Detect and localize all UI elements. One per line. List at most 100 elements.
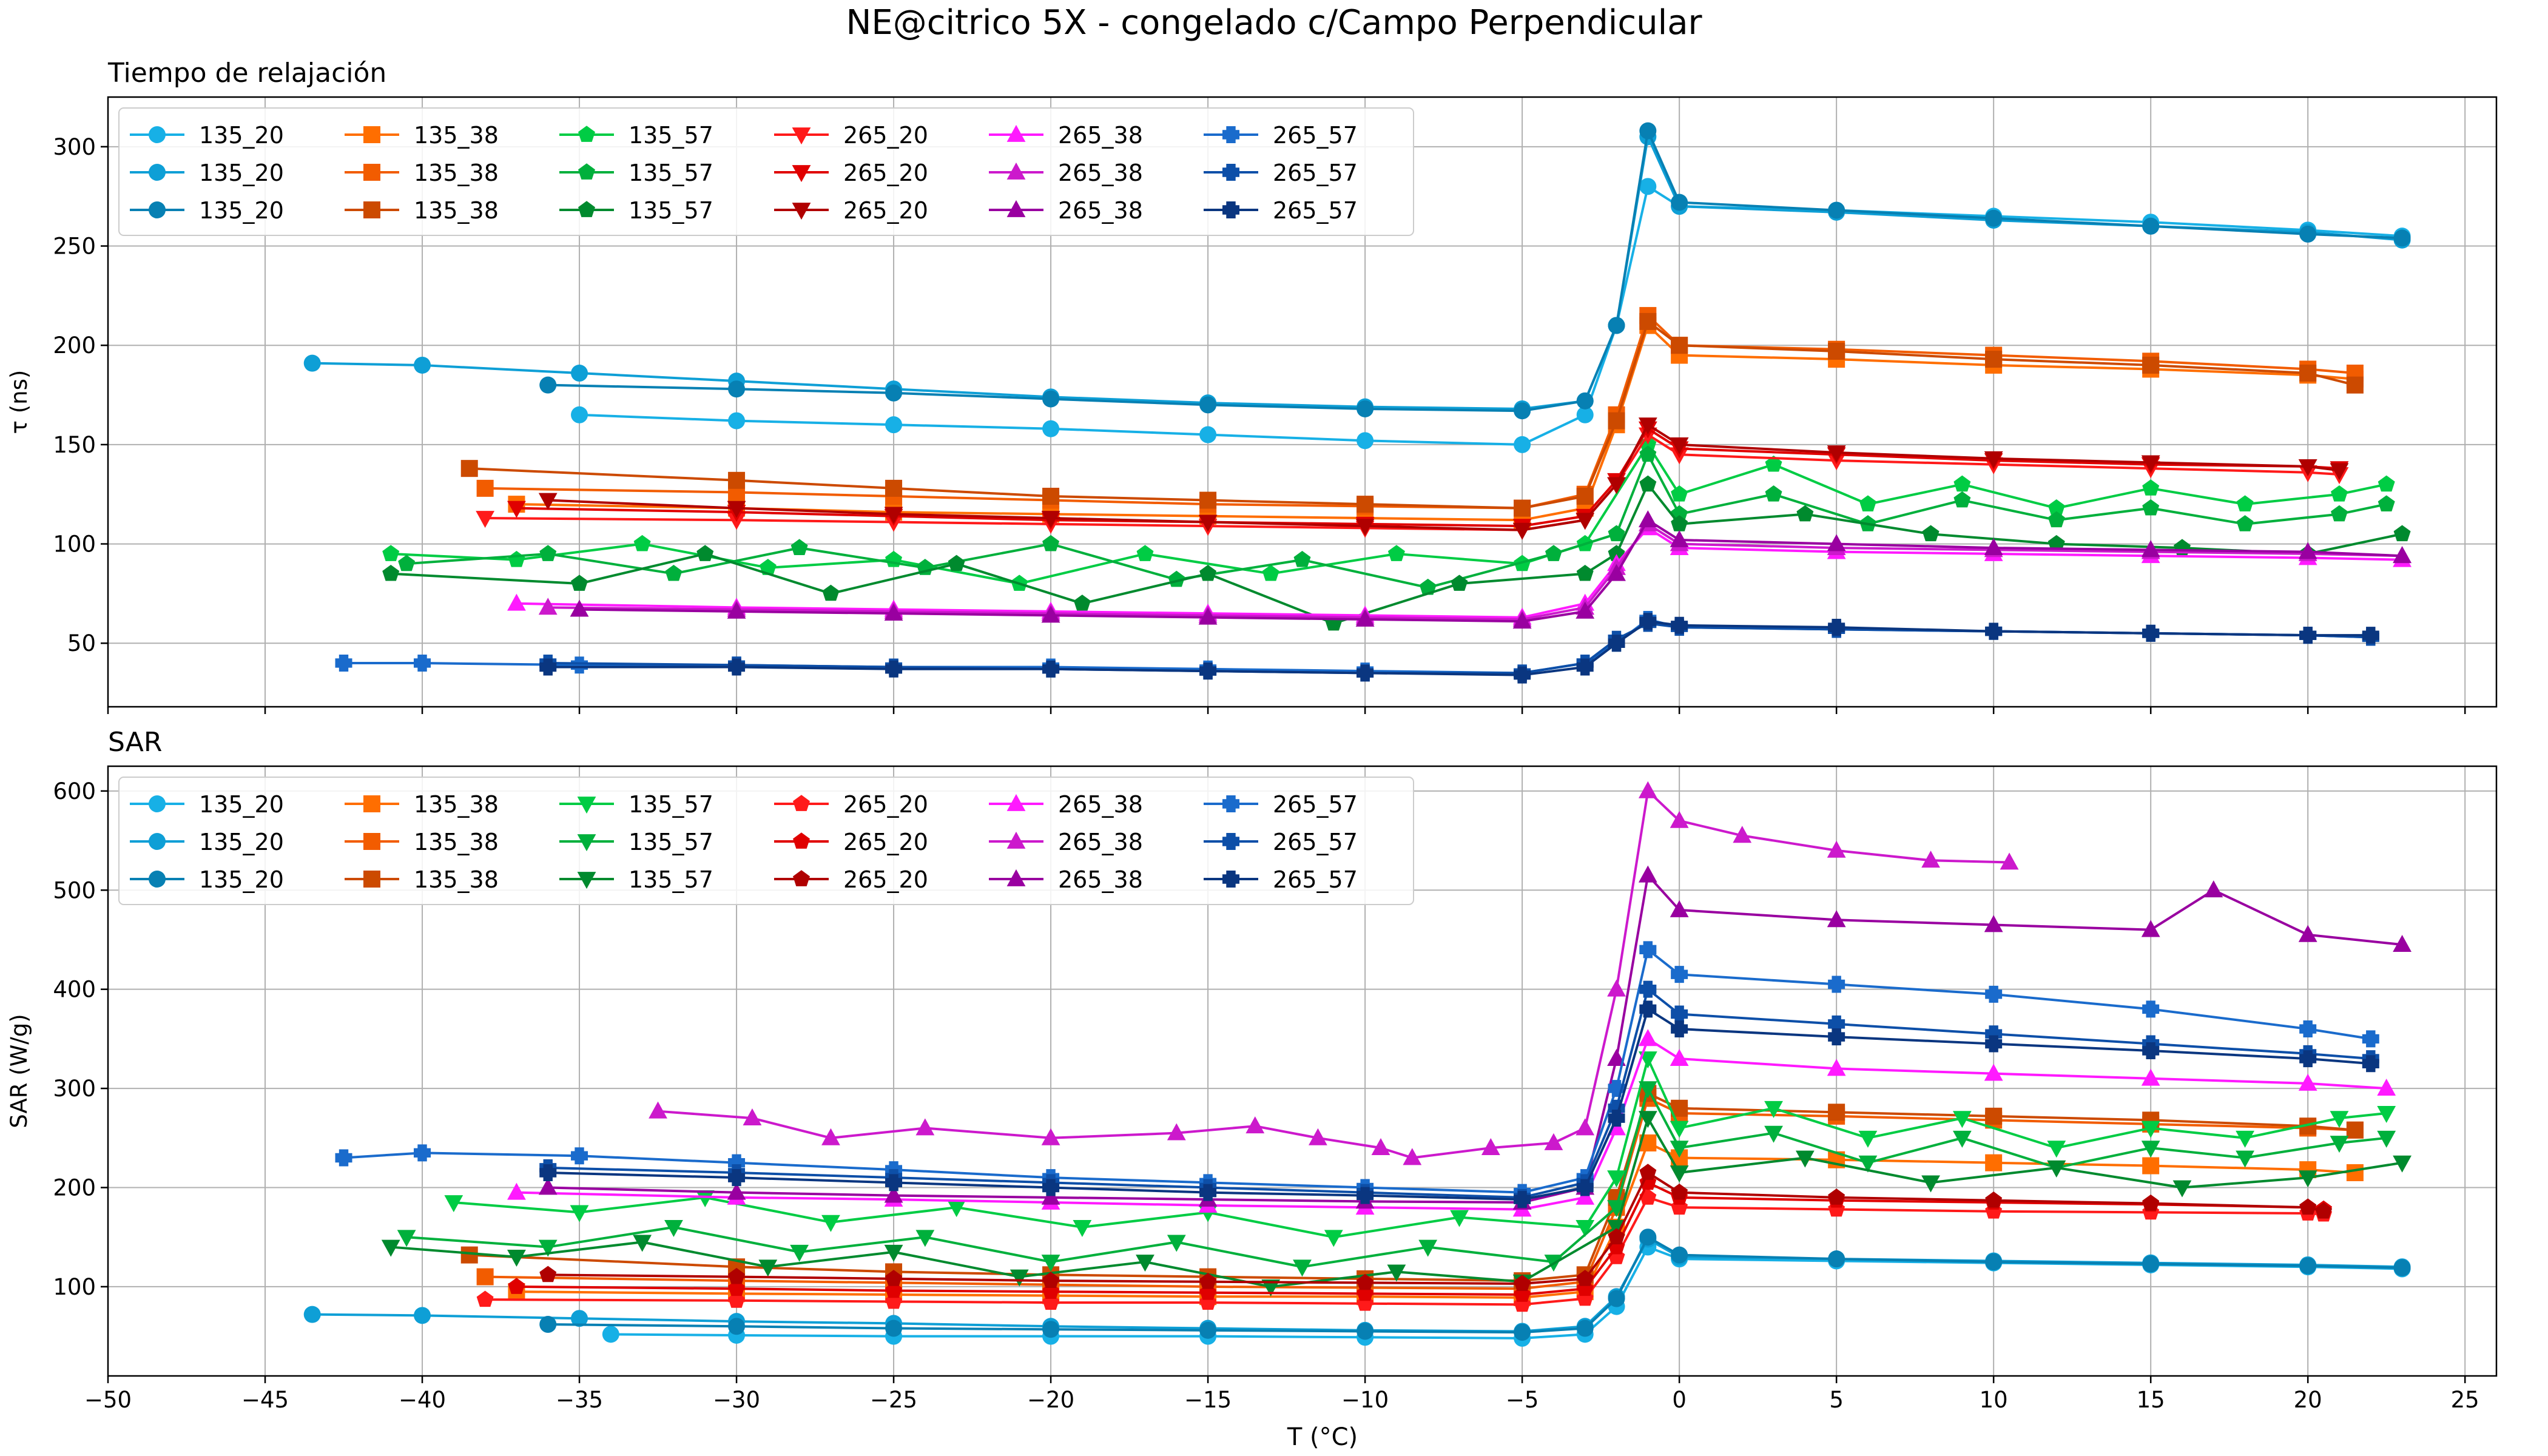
data-point [2378,495,2395,511]
data-point [2362,1055,2379,1073]
data-point [2393,546,2412,564]
data-point [2330,1136,2349,1153]
data-point [1041,1187,1060,1205]
data-point [1324,1230,1343,1247]
data-point [1576,564,1594,581]
data-point [2048,534,2065,551]
data-point [382,545,400,561]
data-point [1608,545,1625,561]
data-point [2346,376,2364,394]
data-point [1514,666,1531,684]
data-point [1985,1253,2003,1271]
legend-entry: 135_57 [559,160,713,186]
data-point [1638,510,1657,528]
data-point [1952,1111,1972,1128]
data-point [1199,1273,1217,1289]
legend-box [118,107,1414,236]
data-point [2141,1121,2160,1138]
data-point [1858,1155,1878,1173]
series-265_57-17 [539,613,2379,684]
data-point [1608,635,1625,652]
legend-marker [1222,833,1239,850]
data-point [1514,1324,1531,1341]
data-point [1261,1279,1281,1297]
series-line [548,988,2371,1199]
data-point [2315,1202,2333,1219]
legend-marker [149,201,166,218]
data-point [2299,365,2317,382]
y-tick-label: 250 [53,234,96,260]
data-point [2378,475,2395,492]
series-135_20-2 [539,1228,2411,1341]
legend-label: 135_20 [199,866,284,893]
legend-entry: 265_38 [989,160,1143,186]
data-point [444,1195,463,1213]
legend-label: 135_38 [414,160,499,186]
data-point [570,1205,589,1222]
data-point [1639,178,1657,195]
legend-label: 135_38 [414,197,499,224]
figure-title: NE@citrico 5X - congelado c/Campo Perpen… [846,3,1702,42]
legend-entry: 265_38 [989,122,1143,149]
data-point [1828,1015,1845,1033]
legend-label: 135_38 [414,866,499,893]
legend-marker [149,164,166,181]
x-tick-label: −5 [1506,1387,1539,1413]
data-point [1827,534,1846,551]
legend-entry: 265_20 [774,866,928,893]
data-point [1357,1273,1374,1290]
data-point [1670,530,1689,547]
x-axis-label: T (°C) [1287,1423,1358,1451]
data-point [885,1320,903,1337]
data-point [397,1230,416,1247]
y-tick-label: 200 [53,1175,96,1201]
data-point [1451,575,1468,591]
series-line [485,1196,2324,1306]
legend-entry: 265_38 [989,791,1143,818]
legend-marker [1222,795,1239,812]
legend-box [118,777,1414,905]
data-point [2330,1111,2349,1128]
data-point [885,384,903,402]
data-point [1765,485,1782,502]
data-point [602,1326,619,1343]
data-point [381,1239,400,1257]
data-point [790,539,808,556]
legend-label: 265_38 [1058,122,1143,149]
legend-marker [149,871,166,888]
data-point [1670,1165,1689,1183]
data-point [1357,1187,1374,1204]
legend-marker [577,797,596,814]
data-point [570,599,589,617]
data-point [2141,1141,2160,1158]
data-point [1167,1123,1186,1141]
legend-marker [1222,126,1239,143]
x-tick-label: −20 [1027,1387,1074,1413]
data-point [1639,980,1657,998]
data-point [1796,505,1814,522]
y-tick-label: 400 [53,977,96,1003]
data-point [1638,1111,1657,1128]
data-point [821,1215,840,1232]
legend-marker [1222,201,1239,218]
y-tick-label: 150 [53,432,96,458]
data-point [1607,564,1626,581]
data-point [1827,840,1846,858]
data-point [1638,865,1657,883]
data-point [884,1185,903,1203]
data-point [476,511,495,528]
data-point [303,1306,321,1323]
data-point [2048,499,2065,516]
data-point [2000,852,2019,870]
legend-entry: 135_38 [345,791,499,818]
legend-label: 135_38 [414,829,499,855]
data-point [539,658,557,676]
legend-label: 135_20 [199,829,284,855]
series-line [548,1236,2402,1334]
y-axis-label: SAR (W/g) [6,1014,32,1128]
legend-entry: 265_20 [774,160,928,186]
data-point [414,1307,431,1324]
data-point [1042,420,1060,437]
data-point [1576,513,1595,530]
data-point [2377,1078,2396,1096]
